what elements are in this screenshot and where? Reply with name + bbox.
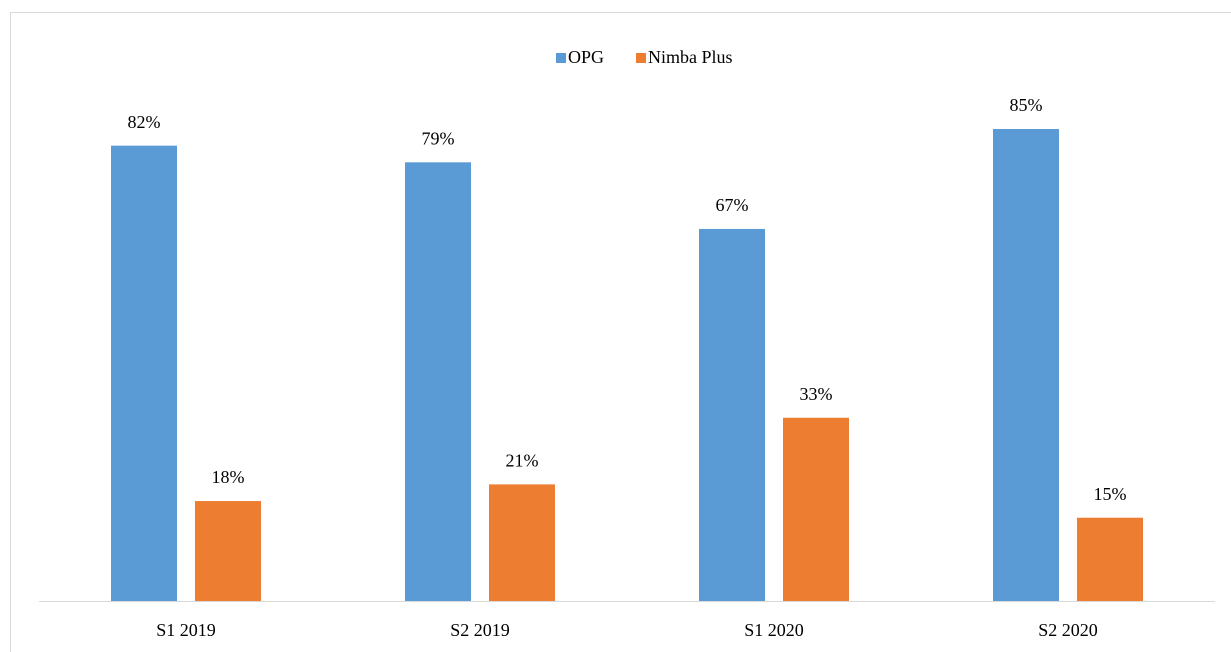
bar (405, 162, 471, 602)
x-tick-label: S1 2020 (744, 620, 804, 640)
data-label: 85% (1010, 95, 1043, 115)
legend-label: OPG (568, 47, 604, 67)
data-label: 67% (716, 195, 749, 215)
bar (111, 145, 177, 602)
legend-swatch (556, 53, 566, 63)
data-label: 79% (422, 128, 455, 148)
x-tick-label: S2 2019 (450, 620, 510, 640)
legend-label: Nimba Plus (648, 47, 733, 67)
bar (993, 129, 1059, 601)
bar (489, 484, 555, 601)
data-label: 82% (128, 112, 161, 132)
data-label: 21% (506, 451, 539, 471)
x-tick-label: S1 2019 (156, 620, 216, 640)
x-tick-label: S2 2020 (1038, 620, 1098, 640)
bar (699, 228, 765, 601)
bar (195, 501, 261, 601)
data-label: 15% (1094, 484, 1127, 504)
data-label: 33% (800, 384, 833, 404)
bar (783, 417, 849, 601)
legend-swatch (636, 53, 647, 63)
bar (1077, 517, 1143, 601)
data-label: 18% (212, 467, 245, 487)
chart-frame (10, 12, 1231, 652)
